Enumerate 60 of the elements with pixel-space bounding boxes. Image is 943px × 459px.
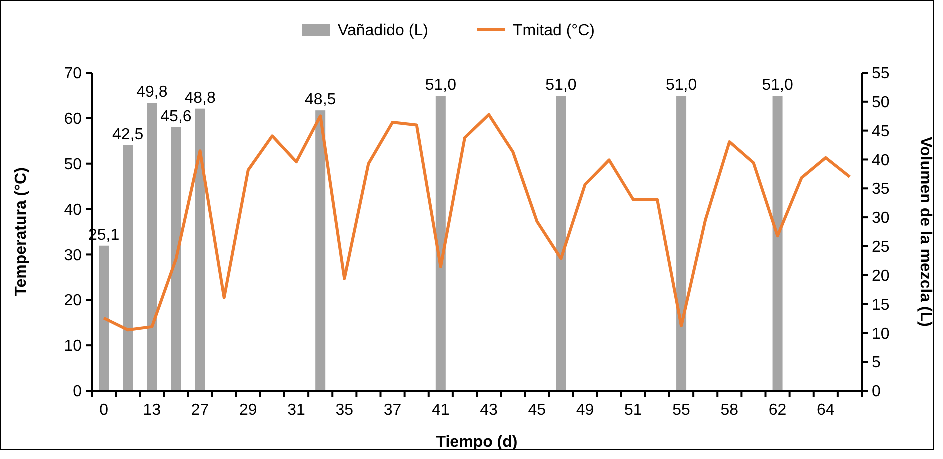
data-label: 48,5 xyxy=(305,92,336,109)
data-label: 42,5 xyxy=(112,126,144,144)
x-tick-label: 37 xyxy=(384,402,402,419)
data-label: 51,0 xyxy=(666,77,698,94)
y2-tick-label: 0 xyxy=(872,384,881,401)
data-label: 51,0 xyxy=(762,77,794,94)
x-tick-label: 0 xyxy=(100,402,109,419)
x-axis-title: Tiempo (d) xyxy=(436,434,518,451)
y-axis-title: Temperatura (°C) xyxy=(13,168,30,296)
x-tick-label: 49 xyxy=(576,402,594,419)
data-label: 48,8 xyxy=(184,90,216,107)
y2-tick-label: 40 xyxy=(872,152,890,170)
bar xyxy=(171,127,182,391)
y2-axis-title: Volumen de la mezcla (L) xyxy=(917,137,934,327)
data-label: 49,8 xyxy=(136,84,168,102)
y2-tick-label: 25 xyxy=(872,239,890,256)
y-tick-label: 70 xyxy=(64,66,82,83)
y2-tick-label: 15 xyxy=(872,296,890,314)
legend-label: Tmitad (°C) xyxy=(513,22,595,40)
bar xyxy=(316,110,326,391)
y-tick-label: 60 xyxy=(64,111,82,128)
bar xyxy=(436,96,446,391)
y-tick-label: 40 xyxy=(64,202,82,219)
x-tick-label: 45 xyxy=(528,402,546,419)
y2-tick-label: 50 xyxy=(872,94,890,112)
x-tick-label: 13 xyxy=(143,402,162,419)
y-tick-label: 30 xyxy=(64,247,82,264)
data-label: 45,6 xyxy=(160,108,192,126)
x-tick-label: 55 xyxy=(672,402,691,419)
y2-tick-label: 5 xyxy=(872,354,881,372)
y2-tick-label: 30 xyxy=(872,210,890,228)
y2-tick-label: 35 xyxy=(872,181,890,198)
x-tick-label: 35 xyxy=(336,402,354,419)
bar xyxy=(147,103,158,391)
bar xyxy=(772,96,783,391)
y-tick-label: 0 xyxy=(73,384,82,401)
data-label: 51,0 xyxy=(425,77,457,94)
y2-tick-label: 45 xyxy=(872,123,890,140)
y2-tick-label: 20 xyxy=(872,268,890,285)
bar xyxy=(99,246,110,391)
x-tick-label: 64 xyxy=(817,402,835,419)
y-tick-label: 10 xyxy=(64,338,82,356)
y-tick-label: 20 xyxy=(64,292,82,310)
x-tick-label: 58 xyxy=(720,402,739,419)
data-label: 51,0 xyxy=(546,77,577,94)
bar xyxy=(123,145,134,391)
bar xyxy=(195,108,206,391)
y-tick-label: 50 xyxy=(64,156,82,174)
x-tick-label: 51 xyxy=(624,402,642,419)
legend-label: Vañadido (L) xyxy=(338,22,428,40)
x-tick-label: 29 xyxy=(240,402,258,419)
bar xyxy=(556,96,566,391)
bar xyxy=(676,96,687,391)
x-tick-label: 62 xyxy=(768,402,787,419)
y2-tick-label: 55 xyxy=(872,66,890,83)
x-tick-label: 41 xyxy=(432,402,450,419)
x-tick-label: 31 xyxy=(288,402,306,419)
x-tick-label: 43 xyxy=(480,402,498,419)
y2-tick-label: 10 xyxy=(872,326,890,343)
x-tick-label: 27 xyxy=(191,402,210,419)
